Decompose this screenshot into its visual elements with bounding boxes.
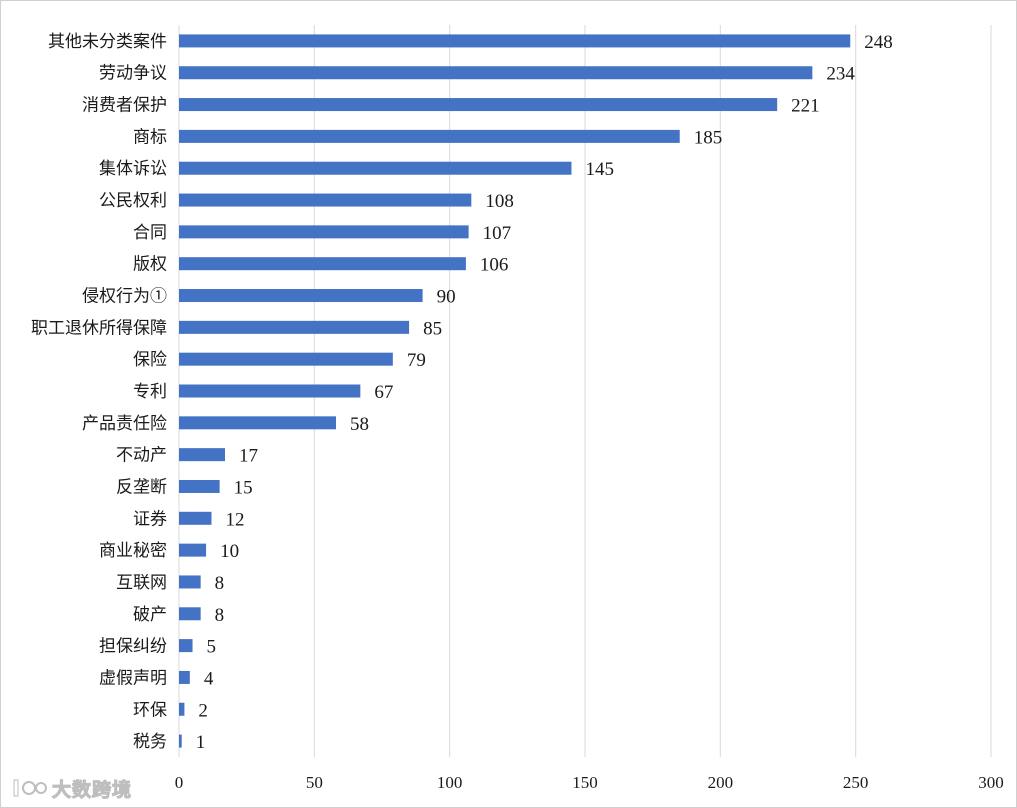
bar	[179, 416, 336, 430]
value-label: 234	[826, 64, 855, 85]
category-label: 证券	[133, 509, 167, 529]
category-label: 保险	[133, 350, 167, 370]
value-label: 248	[864, 32, 893, 53]
value-label: 58	[350, 414, 369, 435]
x-tick-label: 150	[572, 773, 598, 792]
category-label: 侵权行为①	[82, 287, 167, 307]
category-label: 虚假声明	[99, 668, 167, 688]
bar	[179, 34, 851, 48]
value-label: 10	[220, 541, 239, 562]
bar	[179, 384, 361, 398]
bar	[179, 511, 212, 525]
bars	[179, 34, 851, 748]
bar	[179, 320, 410, 334]
bar	[179, 66, 813, 80]
value-labels: 2482342211851451081071069085796758171512…	[196, 32, 893, 753]
value-label: 67	[374, 382, 393, 403]
logo-mark-icon	[13, 779, 47, 797]
bar	[179, 607, 201, 621]
value-label: 85	[423, 318, 442, 339]
bar	[179, 543, 207, 557]
category-label: 合同	[133, 223, 167, 243]
value-label: 15	[234, 477, 253, 498]
category-label: 互联网	[116, 573, 167, 593]
bar	[179, 448, 226, 462]
value-label: 107	[483, 223, 512, 244]
category-label: 公民权利	[99, 191, 167, 211]
category-label: 税务	[133, 732, 167, 752]
bar	[179, 225, 469, 239]
bar	[179, 734, 182, 748]
x-tick-label: 200	[708, 773, 734, 792]
value-label: 221	[791, 96, 820, 117]
x-tick-label: 100	[437, 773, 463, 792]
category-label: 劳动争议	[99, 64, 167, 84]
value-label: 108	[485, 191, 514, 212]
value-label: 185	[694, 127, 723, 148]
bar	[179, 479, 220, 493]
watermark: 大数跨境	[8, 774, 132, 802]
category-label: 版权	[133, 255, 167, 275]
value-label: 90	[437, 287, 456, 308]
value-label: 12	[225, 509, 244, 530]
bar	[179, 289, 423, 303]
watermark-text: 大数跨境	[51, 778, 133, 801]
category-label: 产品责任险	[82, 414, 167, 434]
category-label: 其他未分类案件	[48, 32, 167, 52]
bar	[179, 639, 193, 653]
value-label: 4	[204, 668, 214, 689]
value-label: 79	[407, 350, 426, 371]
bar	[179, 257, 466, 271]
bar	[179, 98, 778, 112]
value-label: 2	[198, 700, 208, 721]
category-label: 不动产	[116, 446, 167, 466]
x-tick-label: 250	[843, 773, 869, 792]
value-label: 106	[480, 255, 509, 276]
category-label: 担保纠纷	[99, 637, 167, 657]
value-label: 8	[215, 605, 225, 626]
bar	[179, 702, 185, 716]
bar	[179, 352, 393, 366]
category-label: 职工退休所得保障	[31, 318, 167, 338]
value-label: 5	[207, 637, 217, 658]
category-label: 消费者保护	[82, 96, 167, 116]
category-label: 集体诉讼	[99, 159, 167, 179]
category-label: 反垄断	[116, 477, 167, 497]
category-label: 环保	[133, 700, 167, 720]
value-label: 145	[585, 159, 614, 180]
bar	[179, 193, 472, 207]
value-label: 1	[196, 732, 206, 753]
category-label: 商业秘密	[99, 541, 167, 561]
category-label: 专利	[133, 382, 167, 402]
x-tick-label: 50	[306, 773, 323, 792]
x-tick-label: 0	[175, 773, 184, 792]
x-tick-label: 300	[978, 773, 1004, 792]
bar	[179, 129, 680, 143]
bar	[179, 670, 190, 684]
value-label: 17	[239, 446, 258, 467]
category-label: 破产	[133, 605, 167, 625]
gridlines	[178, 25, 992, 757]
category-label: 商标	[133, 127, 167, 147]
bar	[179, 575, 201, 589]
value-label: 8	[215, 573, 225, 594]
x-axis-tick-labels: 0 50 100 150 200 250 300	[175, 773, 1004, 792]
bar	[179, 161, 572, 175]
